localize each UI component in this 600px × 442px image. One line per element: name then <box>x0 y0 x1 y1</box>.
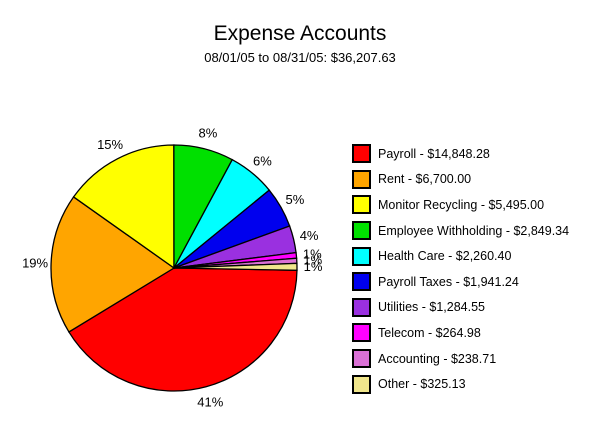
legend-swatch-payroll-taxes <box>352 272 371 292</box>
legend-swatch-rent <box>352 169 371 189</box>
pie-slice-monitor-recycling <box>72 144 175 270</box>
legend-item-rent: Rent - $6,700.00 <box>352 167 569 193</box>
pct-label-employee-withholding: 8% <box>199 126 218 141</box>
legend-swatch-health-care <box>352 246 371 266</box>
pct-label-accounting: 1% <box>303 252 322 267</box>
legend-label-utilities: Utilities - $1,284.55 <box>378 300 486 315</box>
legend-item-accounting: Accounting - $238.71 <box>352 346 569 372</box>
legend-label-telecom: Telecom - $264.98 <box>378 325 481 340</box>
legend-label-accounting: Accounting - $238.71 <box>378 351 497 366</box>
legend-item-utilities: Utilities - $1,284.55 <box>352 295 569 321</box>
legend-swatch-payroll <box>352 144 371 164</box>
legend-item-payroll-taxes: Payroll Taxes - $1,941.24 <box>352 269 569 295</box>
legend-label-monitor-recycling: Monitor Recycling - $5,495.00 <box>378 197 545 212</box>
legend-swatch-accounting <box>352 349 371 369</box>
legend-item-telecom: Telecom - $264.98 <box>352 320 569 346</box>
pie-slice-rent <box>50 196 176 333</box>
legend-label-payroll-taxes: Payroll Taxes - $1,941.24 <box>378 274 519 289</box>
legend-label-other: Other - $325.13 <box>378 377 466 392</box>
chart-subtitle: 08/01/05 to 08/31/05: $36,207.63 <box>204 50 396 65</box>
legend-item-monitor-recycling: Monitor Recycling - $5,495.00 <box>352 192 569 218</box>
legend-item-other: Other - $325.13 <box>352 371 569 397</box>
legend-label-rent: Rent - $6,700.00 <box>378 172 472 187</box>
legend-swatch-utilities <box>352 297 371 317</box>
pct-label-other: 1% <box>304 259 323 274</box>
legend-label-health-care: Health Care - $2,260.40 <box>378 249 512 264</box>
legend-item-payroll: Payroll - $14,848.28 <box>352 141 569 167</box>
pct-label-telecom: 1% <box>303 246 322 261</box>
pct-label-monitor-recycling: 15% <box>97 137 123 152</box>
pie-slice-other <box>173 262 298 271</box>
pct-label-rent: 19% <box>22 256 48 271</box>
legend-item-health-care: Health Care - $2,260.40 <box>352 243 569 269</box>
legend-swatch-telecom <box>352 323 371 343</box>
chart-title: Expense Accounts <box>213 22 387 45</box>
legend-label-payroll: Payroll - $14,848.28 <box>378 146 490 161</box>
pie-slice-payroll <box>68 267 298 392</box>
legend-label-employee-withholding: Employee Withholding - $2,849.34 <box>378 223 570 238</box>
pct-label-health-care: 6% <box>253 153 272 168</box>
chart-legend: Payroll - $14,848.28 Rent - $6,700.00 Moni… <box>352 141 569 397</box>
legend-swatch-employee-withholding <box>352 221 371 241</box>
pct-label-utilities: 4% <box>300 228 319 243</box>
pct-label-payroll: 41% <box>197 395 223 410</box>
legend-swatch-monitor-recycling <box>352 195 371 215</box>
pct-label-payroll-taxes: 5% <box>286 192 305 207</box>
legend-swatch-other <box>352 374 371 394</box>
legend-item-employee-withholding: Employee Withholding - $2,849.34 <box>352 218 569 244</box>
